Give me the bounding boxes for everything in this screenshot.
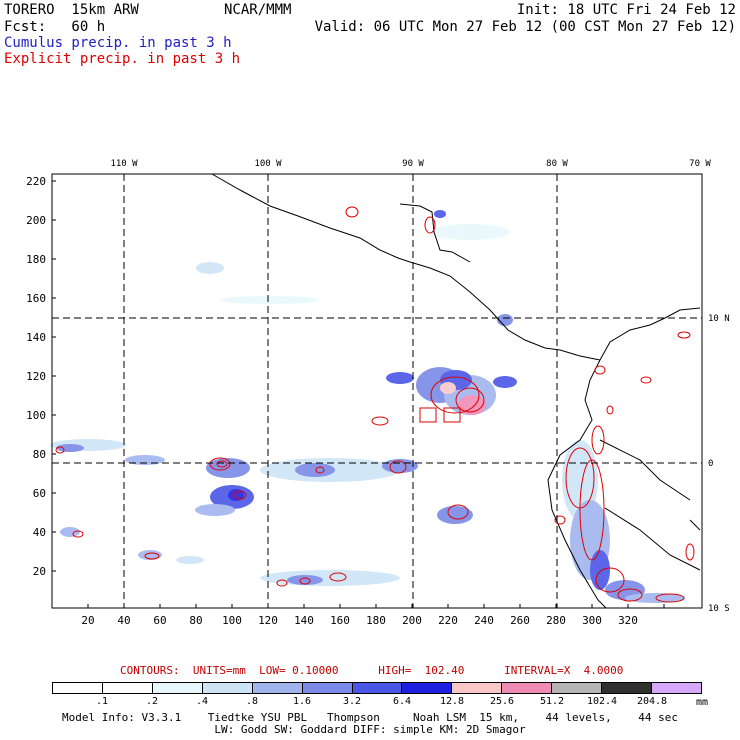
- graticule: [52, 174, 702, 608]
- y-tick-label: 100: [26, 409, 46, 422]
- legend-label: 3.2: [342, 696, 362, 707]
- contours-high: HIGH= 102.40: [378, 664, 465, 677]
- plot-frame: [51, 173, 703, 609]
- legend-swatch: [202, 683, 253, 693]
- lon-label: 110 W: [110, 159, 138, 169]
- forecast-hour: Fcst: 60 h: [4, 19, 106, 35]
- model-info-line1: Model Info: V3.3.1 Tiedtke YSU PBL Thomp…: [62, 711, 678, 724]
- x-tick-label: 260: [510, 614, 530, 627]
- color-legend: [52, 682, 702, 694]
- explicit-precip-title: Explicit precip. in past 3 h: [4, 51, 241, 67]
- x-tick-label: 60: [153, 614, 166, 627]
- y-tick-label: 200: [26, 214, 46, 227]
- lat-label: 10 S: [708, 604, 730, 614]
- lon-label: 80 W: [546, 159, 568, 169]
- lon-label: 90 W: [402, 159, 424, 169]
- legend-swatch: [302, 683, 353, 693]
- x-tick-label: 320: [618, 614, 638, 627]
- legend-swatch: [152, 683, 203, 693]
- contours-info: CONTOURS: UNITS=mm LOW= 0.10000 HIGH= 10…: [120, 664, 623, 677]
- legend-label: 25.6: [489, 696, 515, 707]
- x-tick-label: 120: [258, 614, 278, 627]
- lon-labels: 110 W 100 W 90 W 80 W 70 W: [110, 159, 711, 169]
- y-tick-labels: 20 40 60 80 100 120 140 160 180 200 220: [26, 175, 46, 578]
- x-tick-label: 280: [546, 614, 566, 627]
- org-label: NCAR/MMM: [224, 2, 292, 18]
- x-tick-label: 160: [330, 614, 350, 627]
- x-tick-label: 100: [222, 614, 242, 627]
- y-tick-label: 60: [33, 487, 46, 500]
- lat-label: 10 N: [708, 314, 730, 324]
- lon-label: 100 W: [254, 159, 282, 169]
- legend-label: 6.4: [392, 696, 412, 707]
- legend-label: 204.8: [636, 696, 668, 707]
- legend-label: 1.6: [292, 696, 312, 707]
- contours-units: CONTOURS: UNITS=mm LOW= 0.10000: [120, 664, 339, 677]
- precip-shading: [50, 210, 685, 603]
- y-tick-label: 180: [26, 253, 46, 266]
- model-info-line2: LW: Godd SW: Goddard DIFF: simple KM: 2D…: [214, 723, 526, 736]
- x-tick-label: 300: [582, 614, 602, 627]
- legend-label: 102.4: [586, 696, 618, 707]
- legend-swatch: [53, 683, 103, 693]
- valid-time: Valid: 06 UTC Mon 27 Feb 12 (00 CST Mon …: [314, 19, 736, 35]
- x-tick-label: 80: [189, 614, 202, 627]
- legend-label: .1: [95, 696, 109, 707]
- legend-swatch: [352, 683, 403, 693]
- x-tick-label: 20: [81, 614, 94, 627]
- cumulus-precip-title: Cumulus precip. in past 3 h: [4, 35, 232, 51]
- explicit-precip-contours: [55, 206, 695, 603]
- contours-interval: INTERVAL=X 4.0000: [504, 664, 624, 677]
- x-tick-label: 220: [438, 614, 458, 627]
- lat-label: 0: [708, 459, 713, 469]
- legend-swatch: [102, 683, 153, 693]
- x-tick-label: 240: [474, 614, 494, 627]
- y-tick-label: 140: [26, 331, 46, 344]
- init-time: Init: 18 UTC Fri 24 Feb 12: [516, 2, 736, 18]
- y-tick-label: 40: [33, 526, 46, 539]
- x-tick-label: 200: [402, 614, 422, 627]
- lon-label: 70 W: [689, 159, 711, 169]
- legend-swatch: [252, 683, 303, 693]
- legend-swatch: [652, 683, 701, 693]
- x-tick-labels: 20 40 60 80 100 120 140 160 180 200 220 …: [81, 614, 638, 627]
- y-tick-label: 220: [26, 175, 46, 188]
- tick-marks: [52, 180, 665, 608]
- y-tick-label: 120: [26, 370, 46, 383]
- legend-swatch: [502, 683, 553, 693]
- legend-unit: mm: [696, 697, 709, 708]
- y-tick-label: 20: [33, 565, 46, 578]
- x-tick-label: 40: [117, 614, 130, 627]
- legend-label: 12.8: [439, 696, 465, 707]
- y-tick-label: 160: [26, 292, 46, 305]
- legend-label: .8: [245, 696, 259, 707]
- y-tick-label: 80: [33, 448, 46, 461]
- legend-swatch: [452, 683, 503, 693]
- x-tick-label: 180: [366, 614, 386, 627]
- x-tick-label: 140: [294, 614, 314, 627]
- legend-swatch: [402, 683, 453, 693]
- legend-label: .4: [195, 696, 209, 707]
- coastlines: [211, 173, 701, 609]
- legend-label: 51.2: [539, 696, 565, 707]
- model-title: TORERO 15km ARW: [4, 2, 139, 18]
- legend-label: .2: [145, 696, 159, 707]
- lat-labels: 10 N 0 10 S: [708, 314, 730, 614]
- legend-swatch: [552, 683, 603, 693]
- legend-swatch: [602, 683, 653, 693]
